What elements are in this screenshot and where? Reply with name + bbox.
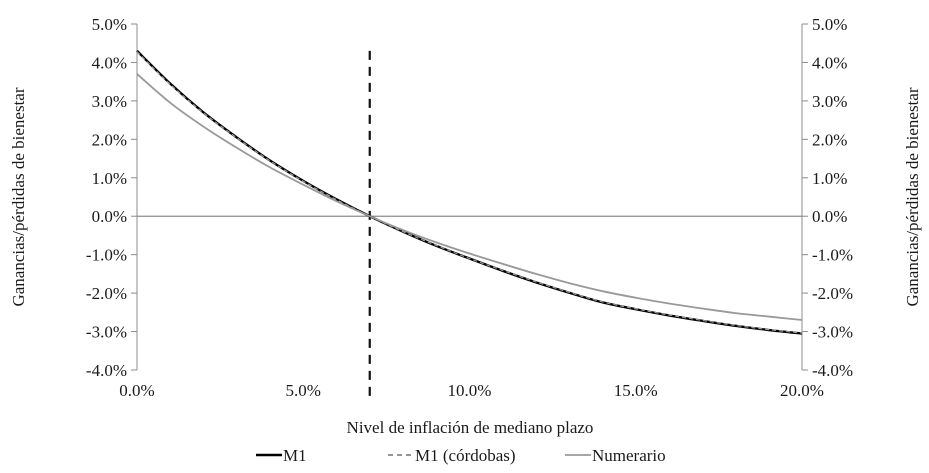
- x-tick-label: 15.0%: [614, 381, 658, 400]
- legend-group: M1 M1 (córdobas) Numerario: [256, 446, 666, 465]
- legend-label-numerario: Numerario: [592, 446, 666, 465]
- y-tick-label-left: -2.0%: [86, 284, 127, 303]
- series-line-numerario: [136, 73, 803, 321]
- y-tick-label-right: -2.0%: [812, 284, 853, 303]
- x-tick-label: 10.0%: [448, 381, 492, 400]
- y-tick-label-left: -3.0%: [86, 323, 127, 342]
- y-tick-label-left: 2.0%: [92, 130, 127, 149]
- y-axis-title-right: Ganancias/pérdidas de bienestar: [903, 87, 922, 306]
- y-tick-label-right: 3.0%: [812, 92, 847, 111]
- y-tick-label-right: 5.0%: [812, 15, 847, 34]
- y-tick-label-left: 3.0%: [92, 92, 127, 111]
- y-tick-label-right: -4.0%: [812, 361, 853, 380]
- y-tick-label-right: 1.0%: [812, 169, 847, 188]
- y-tick-label-left: -1.0%: [86, 246, 127, 265]
- y-tick-label-left: 5.0%: [92, 15, 127, 34]
- y-tick-label-left: -4.0%: [86, 361, 127, 380]
- legend-label-m1: M1: [283, 446, 307, 465]
- x-axis-title: Nivel de inflación de mediano plazo: [347, 418, 594, 437]
- y-axis-title-left: Ganancias/pérdidas de bienestar: [9, 87, 28, 306]
- tick-labels-group: 5.0% 5.0% 4.0% 4.0% 3.0% 3.0% 2.0% 2.0% 1.0% 1.0%…: [86, 15, 853, 400]
- axes-group: [131, 23, 808, 400]
- y-tick-label-right: 4.0%: [812, 53, 847, 72]
- y-tick-label-left: 0.0%: [92, 207, 127, 226]
- series-group: [136, 50, 803, 335]
- x-tick-label: 0.0%: [119, 381, 154, 400]
- y-tick-label-right: 2.0%: [812, 130, 847, 149]
- series-line-m1: [136, 50, 803, 335]
- series-line-m1-cordobas: [136, 51, 803, 334]
- x-tick-label: 5.0%: [286, 381, 321, 400]
- y-tick-label-left: 4.0%: [92, 53, 127, 72]
- y-tick-label-left: 1.0%: [92, 169, 127, 188]
- y-tick-label-right: 0.0%: [812, 207, 847, 226]
- y-tick-label-right: -3.0%: [812, 323, 853, 342]
- x-tick-label: 20.0%: [780, 381, 824, 400]
- y-tick-label-right: -1.0%: [812, 246, 853, 265]
- legend-label-m1-cordobas: M1 (córdobas): [415, 446, 516, 465]
